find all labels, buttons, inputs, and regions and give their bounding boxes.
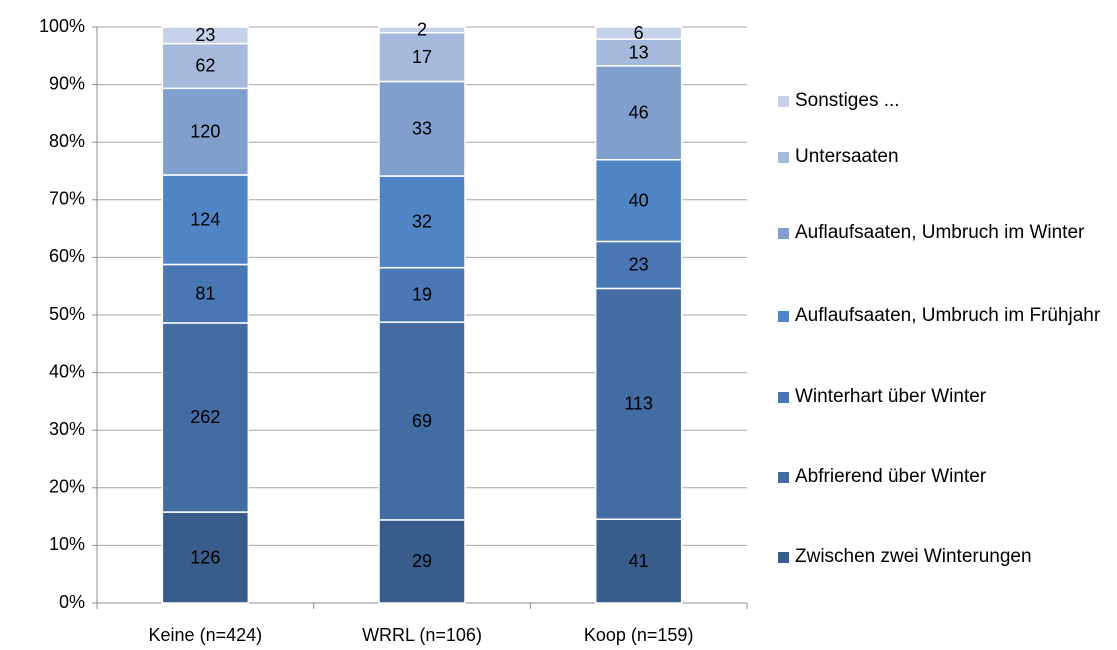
- y-tick-label: 70%: [49, 189, 85, 209]
- y-tick-label: 90%: [49, 73, 85, 93]
- data-label: 33: [412, 118, 432, 138]
- data-label: 13: [629, 42, 649, 62]
- y-tick-label: 10%: [49, 534, 85, 554]
- data-label: 6: [634, 23, 644, 43]
- bar-segment: [378, 80, 466, 177]
- legend-swatch: [778, 472, 789, 483]
- legend-swatch: [778, 311, 789, 322]
- bar-segment: [161, 87, 250, 176]
- data-label: 23: [195, 25, 215, 45]
- bar-segment: [161, 42, 250, 90]
- data-label: 69: [412, 411, 432, 431]
- data-label: 17: [412, 47, 432, 67]
- y-tick-label: 30%: [49, 419, 85, 439]
- legend-label: Abfrierend über Winter: [795, 466, 987, 487]
- y-tick-label: 60%: [49, 246, 85, 266]
- data-label: 120: [190, 121, 220, 141]
- data-label: 81: [195, 283, 215, 303]
- data-label: 113: [624, 394, 653, 414]
- y-tick-label: 100%: [39, 16, 85, 36]
- x-tick-label: Keine (n=424): [149, 625, 263, 645]
- legend-label: Untersaaten: [795, 146, 899, 167]
- y-tick-label: 40%: [49, 361, 85, 381]
- bar-segment: [378, 175, 466, 269]
- data-label: 40: [629, 190, 649, 210]
- legend-swatch: [778, 392, 789, 403]
- legend-swatch: [778, 152, 789, 163]
- bar-segment: [594, 65, 683, 161]
- bar-segment: [594, 159, 683, 243]
- bar-segment: [594, 38, 683, 67]
- bar-segment: [161, 322, 250, 513]
- data-label: 29: [412, 551, 432, 571]
- legend-label: Zwischen zwei Winterungen: [795, 546, 1032, 567]
- bar-segment: [378, 519, 466, 604]
- y-tick-label: 20%: [49, 477, 85, 497]
- legend-swatch: [778, 552, 789, 563]
- data-label: 32: [412, 212, 432, 232]
- x-tick-label: Koop (n=159): [584, 625, 694, 645]
- legend-label: Winterhart über Winter: [795, 386, 987, 407]
- data-label: 262: [190, 407, 220, 427]
- bar-segment: [594, 518, 683, 604]
- bar-segment: [378, 26, 466, 34]
- bar-segment: [594, 26, 683, 41]
- y-tick-label: 0%: [59, 592, 85, 612]
- bar-segment: [594, 240, 683, 290]
- bar-segment: [161, 263, 250, 324]
- bar-segment: [161, 174, 250, 266]
- bar-segment: [378, 266, 466, 323]
- data-label: 41: [629, 551, 649, 571]
- data-label: 2: [417, 20, 427, 40]
- data-label: 62: [195, 56, 215, 76]
- legend-label: Auflaufsaaten, Umbruch im Winter: [795, 222, 1085, 243]
- bar-segment: [161, 26, 250, 45]
- bar-segment: [594, 287, 683, 521]
- legend-label: Auflaufsaaten, Umbruch im Frühjahr: [795, 305, 1101, 326]
- data-label: 19: [412, 285, 432, 305]
- data-label: 124: [190, 209, 220, 229]
- data-label: 46: [629, 103, 649, 123]
- legend-label: Sonstiges ...: [795, 90, 900, 111]
- y-tick-label: 80%: [49, 131, 85, 151]
- data-label: 23: [629, 255, 649, 275]
- x-tick-label: WRRL (n=106): [362, 625, 482, 645]
- data-label: 126: [190, 547, 220, 567]
- legend-swatch: [778, 96, 789, 107]
- bar-segment: [161, 511, 250, 604]
- bar-segment: [378, 321, 466, 521]
- y-tick-label: 50%: [49, 304, 85, 324]
- legend-swatch: [778, 228, 789, 239]
